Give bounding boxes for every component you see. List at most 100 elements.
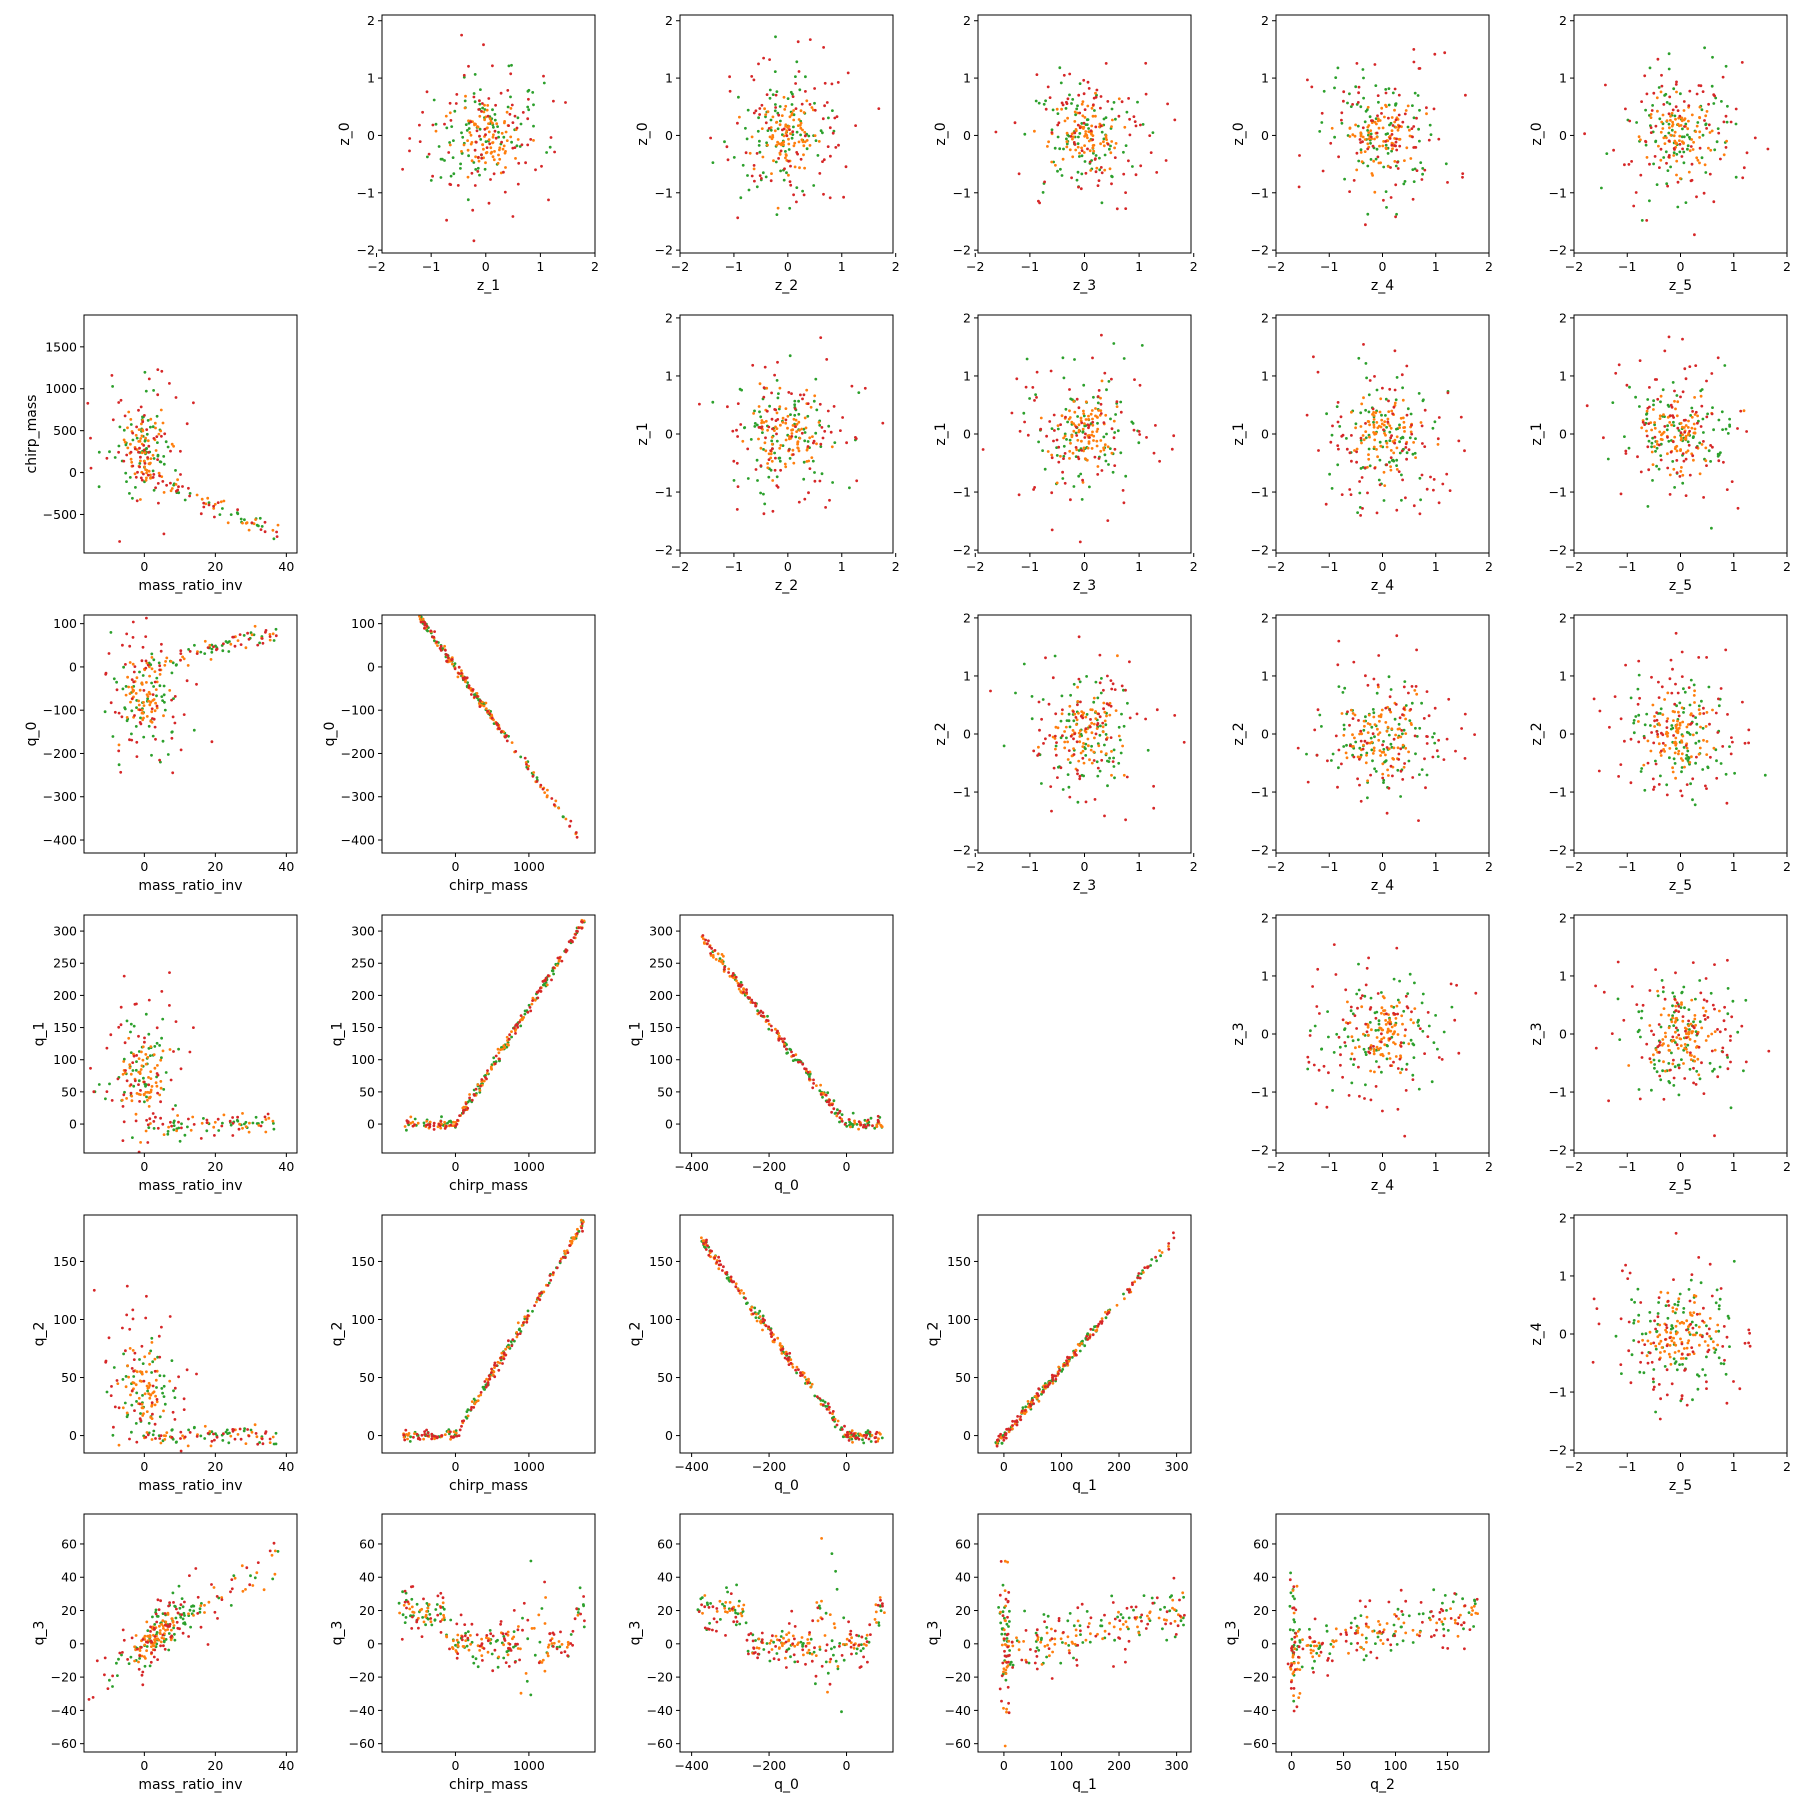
data-point — [1665, 428, 1669, 432]
data-point — [1680, 752, 1684, 756]
data-point — [1698, 472, 1702, 476]
x-tick-label: 40 — [278, 1159, 294, 1174]
data-point — [1717, 131, 1721, 135]
data-point — [804, 426, 808, 430]
data-point — [450, 658, 454, 661]
data-point — [827, 424, 831, 428]
data-point — [760, 419, 764, 422]
data-point — [275, 530, 278, 534]
x-tick-label: 1000 — [513, 1159, 545, 1174]
data-point — [1680, 675, 1684, 678]
data-point — [1092, 696, 1096, 700]
data-point — [1096, 742, 1100, 745]
data-point — [1385, 811, 1389, 815]
data-point — [480, 1080, 484, 1083]
data-point — [127, 492, 131, 495]
data-point — [1624, 449, 1628, 453]
data-point — [752, 78, 756, 82]
data-point — [1371, 732, 1375, 736]
data-point — [791, 133, 795, 137]
data-point — [819, 129, 823, 133]
y-tick-label: 1 — [665, 368, 673, 383]
data-point — [1684, 757, 1688, 760]
data-point — [531, 999, 534, 1002]
data-point — [1368, 115, 1372, 119]
data-point — [1659, 754, 1663, 757]
data-point — [1387, 399, 1390, 403]
data-point — [128, 661, 132, 664]
data-point — [89, 466, 93, 470]
data-point — [829, 430, 833, 434]
data-point — [484, 140, 488, 144]
data-point — [131, 464, 135, 468]
data-point — [543, 791, 547, 794]
data-point — [846, 71, 850, 75]
data-point — [1075, 723, 1078, 726]
data-point — [478, 134, 481, 138]
data-point — [1666, 466, 1670, 470]
data-point — [1681, 759, 1685, 762]
data-point — [1401, 713, 1404, 717]
data-point — [1416, 94, 1420, 97]
data-point — [130, 685, 134, 689]
data-point — [1689, 712, 1693, 716]
data-point — [123, 1071, 127, 1075]
data-point — [142, 704, 146, 707]
data-point — [753, 425, 757, 428]
data-point — [1056, 169, 1059, 173]
data-point — [1352, 660, 1356, 664]
data-point — [1419, 498, 1422, 502]
data-point — [1373, 723, 1377, 726]
data-point — [1656, 57, 1660, 61]
data-point — [1108, 147, 1111, 151]
data-point — [147, 377, 151, 381]
data-point — [1398, 451, 1402, 455]
data-point — [1370, 748, 1374, 752]
data-point — [1100, 379, 1104, 383]
data-point — [186, 664, 190, 667]
data-point — [119, 398, 123, 402]
data-point — [1637, 135, 1641, 139]
x-tick-label: 2 — [1485, 559, 1493, 574]
data-point — [521, 111, 525, 114]
data-point — [1667, 439, 1671, 443]
y-tick-label: 0 — [665, 427, 673, 442]
data-point — [534, 168, 537, 172]
data-point — [118, 540, 121, 543]
data-point — [1080, 102, 1084, 106]
x-tick-label: −2 — [1267, 859, 1285, 874]
data-point — [1660, 120, 1664, 124]
data-point — [1358, 491, 1362, 495]
data-point — [1716, 127, 1720, 130]
data-point — [1704, 171, 1708, 174]
data-point — [467, 684, 471, 687]
data-point — [1700, 443, 1704, 446]
data-point — [1074, 425, 1078, 429]
data-point — [164, 660, 168, 663]
data-point — [1068, 148, 1072, 152]
data-point — [1673, 389, 1676, 393]
data-point — [1676, 400, 1680, 404]
data-point — [531, 996, 535, 1000]
y-axis-label: z_2 — [1231, 722, 1247, 745]
data-point — [122, 459, 126, 463]
data-point — [1678, 114, 1682, 118]
data-point — [1701, 90, 1705, 93]
data-point — [1679, 395, 1682, 399]
data-point — [1658, 117, 1662, 121]
data-point — [1690, 162, 1694, 166]
data-point — [460, 671, 463, 675]
data-point — [1719, 451, 1722, 454]
data-point — [139, 1068, 143, 1071]
data-point — [1372, 159, 1376, 163]
data-point — [1701, 726, 1705, 730]
data-point — [1685, 753, 1689, 757]
data-point — [1725, 120, 1729, 124]
data-point — [828, 196, 832, 200]
data-point — [1092, 151, 1095, 155]
data-point — [173, 721, 177, 725]
data-point — [1065, 736, 1068, 740]
data-point — [117, 1025, 121, 1029]
data-point — [147, 1047, 151, 1050]
data-point — [728, 75, 731, 79]
